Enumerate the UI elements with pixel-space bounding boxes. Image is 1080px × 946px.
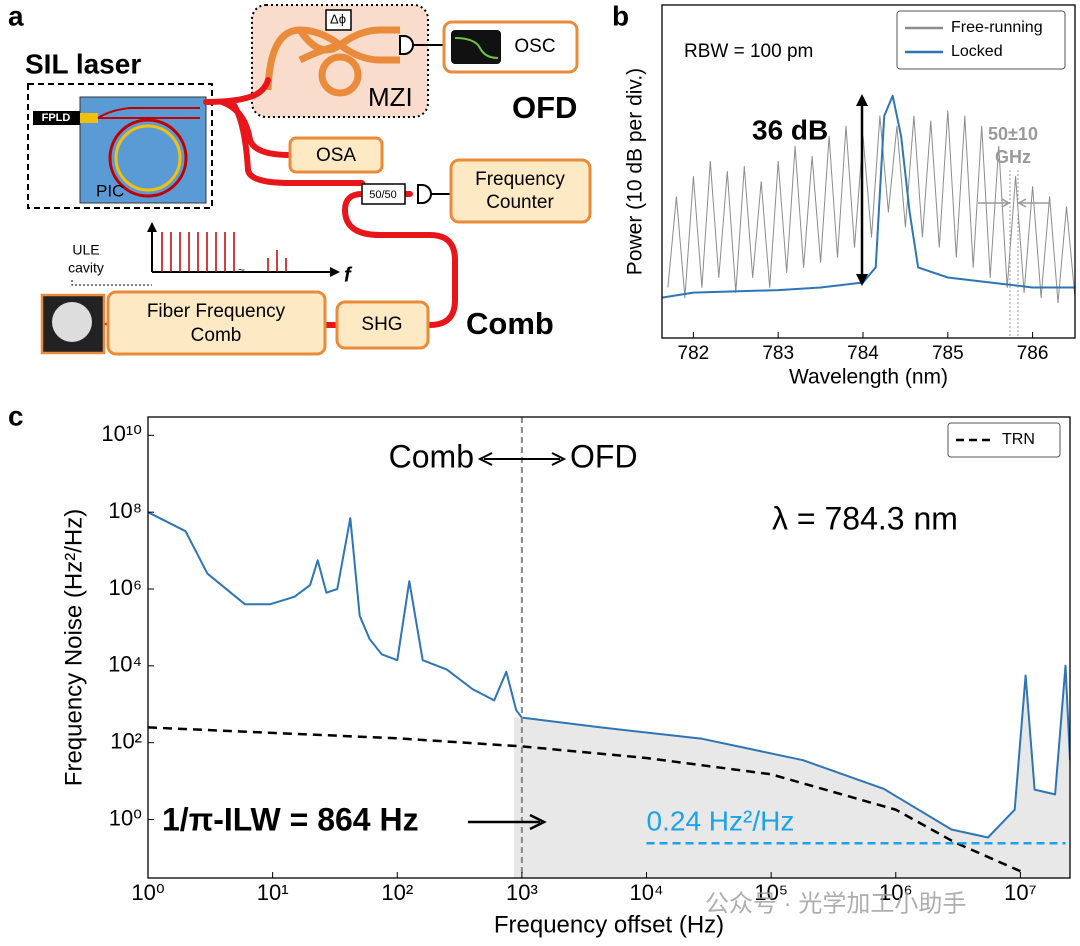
splitter-label: 50/50 xyxy=(369,189,397,201)
ule-leader xyxy=(71,280,152,286)
x-tick-label: 785 xyxy=(932,343,964,364)
counter-label: Frequency xyxy=(475,169,565,190)
ofd-label: OFD xyxy=(512,90,577,125)
counter-box xyxy=(449,158,592,224)
x-tick-label: 783 xyxy=(762,343,794,364)
sil-label: SIL laser xyxy=(25,48,141,79)
legend-box xyxy=(896,10,1066,70)
watermark: 公众号 · 光学加工小助手 xyxy=(705,890,966,917)
plot xyxy=(662,94,1075,304)
osc-trace xyxy=(454,37,499,59)
panel-label: b xyxy=(612,0,629,31)
annotation: GHz xyxy=(995,147,1031,167)
comb-label: Comb xyxy=(466,306,554,341)
ule-cavity xyxy=(52,302,92,342)
osa-box xyxy=(288,136,384,174)
fsr-arrows xyxy=(978,198,1050,208)
y-tick-label: 10⁴ xyxy=(108,652,142,677)
detector xyxy=(399,35,414,55)
ule-label: ULE xyxy=(72,242,99,258)
x-tick-label: 782 xyxy=(678,343,710,364)
x-tick-label: 10⁵ xyxy=(754,880,788,905)
comb-box-label: Fiber Frequency xyxy=(147,301,286,322)
arrow xyxy=(477,452,567,466)
detector xyxy=(417,184,432,204)
mzi-arms xyxy=(264,26,400,91)
annotation: 1/π-ILW = 864 Hz xyxy=(162,801,419,837)
fpld-label: FPLD xyxy=(42,112,71,124)
phase-box xyxy=(325,9,352,31)
ule-label: cavity xyxy=(68,260,104,276)
x-axis-label: Wavelength (nm) xyxy=(789,366,948,389)
panel-label: a xyxy=(8,0,24,31)
osa-label: OSA xyxy=(316,145,356,166)
shaded-area xyxy=(513,665,1070,878)
shg-box xyxy=(335,300,430,350)
delay-loop xyxy=(318,53,362,97)
phase-label: Δϕ xyxy=(330,11,346,26)
y-tick-label: 10⁶ xyxy=(108,575,142,600)
schematic: a SIL laser FPLD PIC Δϕ MZI OSC OFD OSA … xyxy=(8,0,592,356)
annotation: OFD xyxy=(570,438,638,474)
fsr-marks xyxy=(1009,170,1019,338)
y-axis-label: Power (10 dB per div.) xyxy=(624,68,647,275)
panel-label: c xyxy=(8,400,24,431)
x-tick-label: 10⁶ xyxy=(879,880,913,905)
coupler xyxy=(80,113,98,123)
legend-box xyxy=(947,422,1061,458)
y-tick-label: 10⁸ xyxy=(108,498,142,523)
mzi-label: MZI xyxy=(368,82,413,112)
f-label: f xyxy=(344,264,353,286)
annotation: λ = 784.3 nm xyxy=(772,500,958,536)
fiber xyxy=(203,77,458,328)
x-tick-label: 784 xyxy=(847,343,879,364)
x-tick-label: 10² xyxy=(381,880,413,905)
x-tick-label: 10⁴ xyxy=(630,880,664,905)
osc-label: OSC xyxy=(514,36,555,57)
comb-box xyxy=(106,290,327,356)
comb-box-label: Comb xyxy=(191,325,242,346)
series-line xyxy=(148,726,1021,873)
splitter xyxy=(361,183,406,205)
counter-label: Counter xyxy=(486,192,554,213)
annotation: 50±10 xyxy=(988,124,1038,144)
x-tick-label: 10⁰ xyxy=(131,880,164,905)
legend-label: Free-running xyxy=(951,19,1043,36)
plot xyxy=(148,417,1070,878)
waveguide xyxy=(97,107,200,119)
x-axis-label: Frequency offset (Hz) xyxy=(494,911,724,938)
annotation: Comb xyxy=(389,438,474,474)
y-tick-label: 10² xyxy=(110,728,142,753)
x-tick-label: 786 xyxy=(1017,343,1049,364)
break-mark: ≈ xyxy=(238,264,245,278)
series-line xyxy=(662,94,1075,299)
arrow xyxy=(468,813,547,831)
y-tick-label: 10⁰ xyxy=(109,805,142,830)
osc-screen xyxy=(451,30,501,64)
x-tick-label: 10³ xyxy=(506,880,538,905)
annotation: RBW = 100 pm xyxy=(684,41,813,62)
x-tick-label: 10¹ xyxy=(257,880,289,905)
x-tick-label: 10⁷ xyxy=(1004,880,1036,905)
legend-label: TRN xyxy=(1002,431,1035,448)
hline-label: 0.24 Hz²/Hz xyxy=(647,806,795,837)
y-axis-label: Frequency Noise (Hz²/Hz) xyxy=(60,509,87,786)
pic-label: PIC xyxy=(96,181,124,200)
series-line xyxy=(148,511,1070,839)
legend-label: Locked xyxy=(951,43,1003,60)
annotation: 36 dB xyxy=(752,114,828,145)
plot-frame xyxy=(661,4,1076,339)
charts: b 782 783 784 785 786 Wavelength (nm) Power (10… xyxy=(8,0,1076,938)
plot-frame xyxy=(147,416,1071,879)
ring xyxy=(108,118,188,198)
fpld xyxy=(33,111,80,125)
y-tick-label: 10¹⁰ xyxy=(101,421,142,446)
sil-box xyxy=(27,83,213,209)
series-line xyxy=(667,110,1075,304)
shg-label: SHG xyxy=(361,314,402,335)
comb-lines xyxy=(161,232,287,272)
ring-inner xyxy=(114,124,182,192)
